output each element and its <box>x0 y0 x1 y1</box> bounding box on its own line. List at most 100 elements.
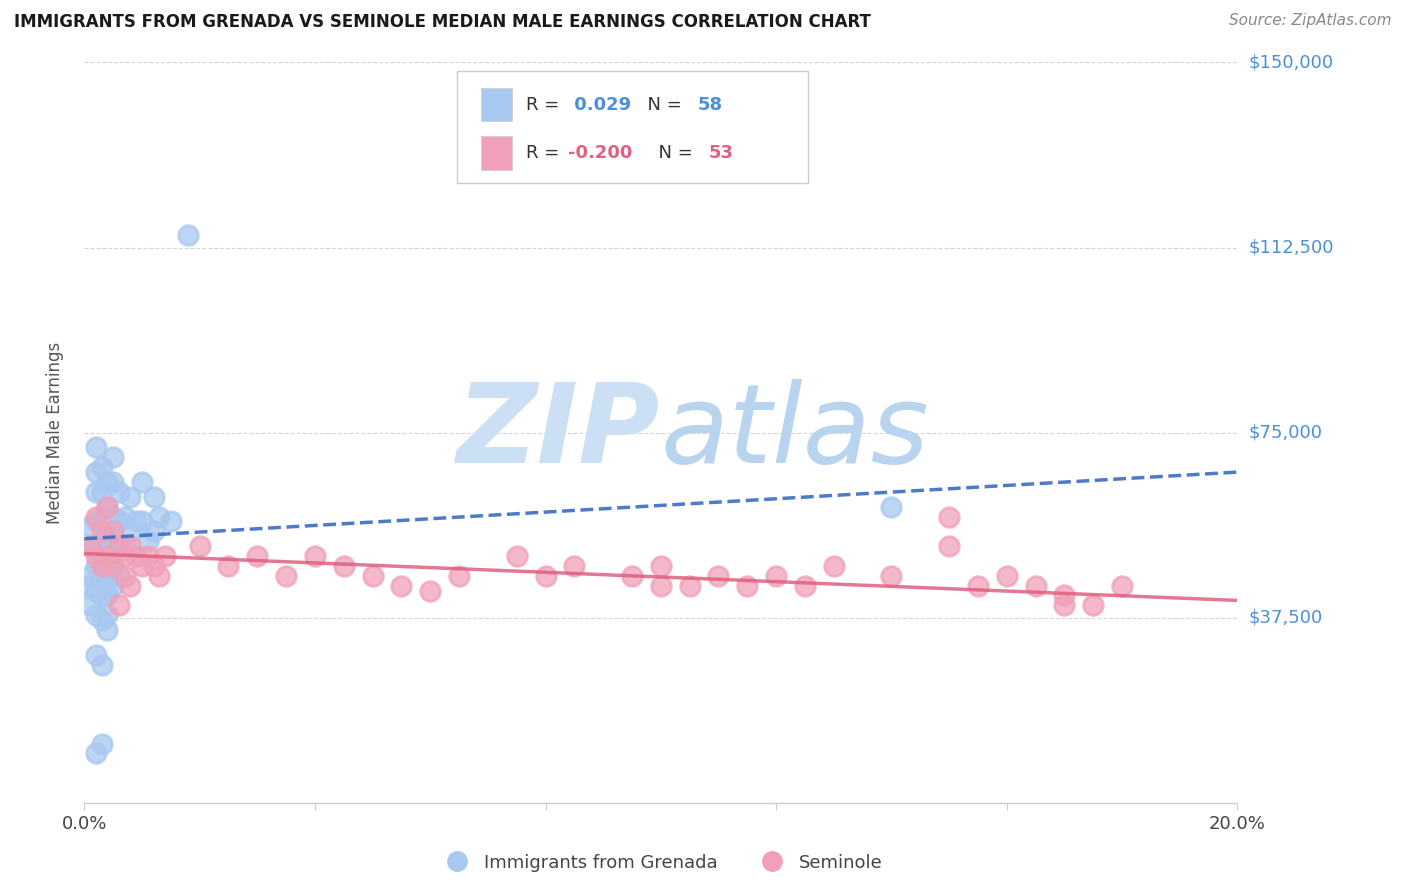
Point <box>103 509 124 524</box>
Point <box>96 568 118 582</box>
Point <box>79 539 101 553</box>
Point <box>177 228 200 243</box>
Point <box>188 539 211 553</box>
Point <box>131 558 153 573</box>
Point <box>79 568 101 582</box>
Point <box>880 500 903 514</box>
Point <box>96 500 118 514</box>
Point <box>96 623 118 637</box>
Point <box>84 441 107 455</box>
Point <box>90 509 112 524</box>
Point <box>621 568 644 582</box>
Point <box>304 549 326 563</box>
Point <box>96 589 118 603</box>
Point <box>90 558 112 573</box>
Point <box>90 737 112 751</box>
Point <box>765 568 787 582</box>
Point <box>96 475 118 489</box>
Y-axis label: Median Male Earnings: Median Male Earnings <box>45 342 63 524</box>
Text: $75,000: $75,000 <box>1249 424 1323 442</box>
Point <box>419 583 441 598</box>
Point <box>650 579 672 593</box>
Text: -0.200: -0.200 <box>568 144 633 161</box>
Point <box>108 539 131 553</box>
Point <box>108 568 131 582</box>
Text: 58: 58 <box>697 95 723 113</box>
Point <box>1111 579 1133 593</box>
Point <box>880 568 903 582</box>
Point <box>1025 579 1047 593</box>
Point <box>108 544 131 558</box>
Point <box>84 465 107 479</box>
Point <box>79 599 101 613</box>
Point <box>361 568 384 582</box>
Point <box>120 539 142 553</box>
Point <box>90 613 112 627</box>
Point <box>96 524 118 539</box>
Point <box>449 568 471 582</box>
Point <box>103 558 124 573</box>
Point <box>96 608 118 623</box>
Point <box>1053 599 1076 613</box>
Point <box>90 589 112 603</box>
Point <box>103 534 124 549</box>
Point <box>108 599 131 613</box>
Point <box>650 558 672 573</box>
Point <box>131 475 153 489</box>
Point <box>391 579 413 593</box>
Point <box>90 579 112 593</box>
Point <box>103 579 124 593</box>
Point <box>103 450 124 465</box>
Point <box>114 509 136 524</box>
Point <box>108 484 131 499</box>
Point <box>90 524 112 539</box>
Point <box>1083 599 1105 613</box>
Point <box>276 568 298 582</box>
Point <box>96 549 118 563</box>
Point <box>218 558 240 573</box>
Point <box>120 579 142 593</box>
Point <box>794 579 817 593</box>
Point <box>114 539 136 553</box>
Point <box>84 583 107 598</box>
Point <box>79 539 101 553</box>
Point <box>564 558 586 573</box>
Point <box>96 500 118 514</box>
Text: $150,000: $150,000 <box>1249 54 1333 71</box>
Point <box>84 539 107 553</box>
Text: Source: ZipAtlas.com: Source: ZipAtlas.com <box>1229 13 1392 29</box>
Point <box>136 534 159 549</box>
Point <box>534 568 557 582</box>
Point <box>84 608 107 623</box>
Point <box>131 515 153 529</box>
Point <box>84 558 107 573</box>
Point <box>114 568 136 582</box>
Point <box>707 568 730 582</box>
Point <box>1053 589 1076 603</box>
Point <box>90 484 112 499</box>
Text: 0.029: 0.029 <box>568 95 631 113</box>
Point <box>84 747 107 761</box>
Point <box>120 490 142 504</box>
Point <box>125 515 148 529</box>
Point <box>160 515 183 529</box>
Point <box>995 568 1018 582</box>
Point <box>84 648 107 662</box>
Point <box>84 549 107 563</box>
Point <box>125 549 148 563</box>
Point <box>84 515 107 529</box>
Point <box>938 509 960 524</box>
Point <box>90 657 112 672</box>
Text: N =: N = <box>636 95 688 113</box>
Point <box>333 558 356 573</box>
Point <box>96 568 118 582</box>
Point <box>79 519 101 533</box>
Text: $112,500: $112,500 <box>1249 238 1334 257</box>
Point <box>103 475 124 489</box>
Point <box>103 558 124 573</box>
Text: 53: 53 <box>709 144 734 161</box>
Text: atlas: atlas <box>661 379 929 486</box>
Text: N =: N = <box>647 144 699 161</box>
Point <box>136 549 159 563</box>
Point <box>96 549 118 563</box>
